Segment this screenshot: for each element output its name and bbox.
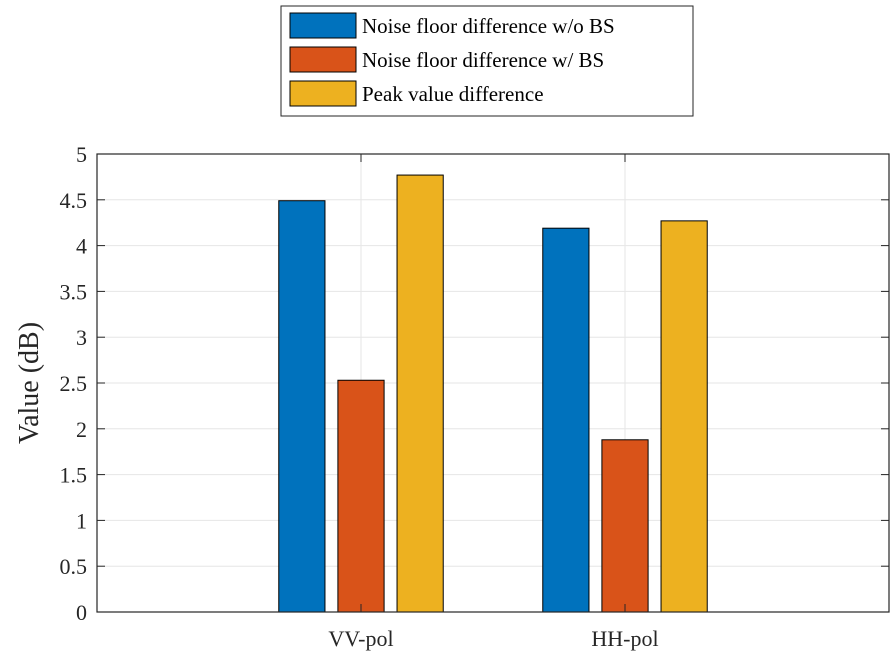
- plot-area: 0 0.5 1 1.5 2 2.5 3 3.5 4 4.5 5 VV-pol HH-pol: [60, 142, 890, 651]
- y-tick-label: 2: [76, 417, 87, 442]
- y-tick-label: 2.5: [60, 371, 88, 396]
- y-tick-label: 1.5: [60, 463, 88, 488]
- x-tick-label: VV-pol: [328, 626, 393, 651]
- bar-1-hh-pol: [542, 227, 590, 613]
- legend: Noise floor difference w/o BS Noise floor…: [280, 5, 694, 117]
- y-tick-label: 1: [76, 508, 87, 533]
- bar-3-vv-pol: [396, 174, 444, 613]
- y-tick-label: 4.5: [60, 188, 88, 213]
- bar-1-vv-pol: [278, 200, 326, 613]
- legend-swatch: [289, 46, 357, 73]
- bar-2-vv-pol: [337, 379, 385, 613]
- bar-2-hh-pol: [601, 439, 649, 613]
- legend-label: Noise floor difference w/o BS: [362, 14, 615, 38]
- legend-label: Peak value difference: [362, 82, 544, 106]
- y-axis-ticks: 0 0.5 1 1.5 2 2.5 3 3.5 4 4.5 5: [60, 142, 889, 625]
- bars: [278, 174, 708, 613]
- bar-3-hh-pol: [660, 220, 708, 613]
- legend-label: Noise floor difference w/ BS: [362, 48, 604, 72]
- y-axis-label: Value (dB): [14, 322, 45, 444]
- legend-swatch: [289, 80, 357, 107]
- y-tick-label: 3: [76, 325, 87, 350]
- x-tick-label: HH-pol: [591, 626, 658, 651]
- y-tick-label: 0: [76, 600, 87, 625]
- y-tick-label: 3.5: [60, 279, 88, 304]
- y-tick-label: 5: [76, 142, 87, 167]
- y-tick-label: 4: [76, 234, 87, 259]
- legend-swatch: [289, 12, 357, 39]
- x-axis-ticks: VV-pol HH-pol: [328, 154, 659, 651]
- y-tick-label: 0.5: [60, 554, 88, 579]
